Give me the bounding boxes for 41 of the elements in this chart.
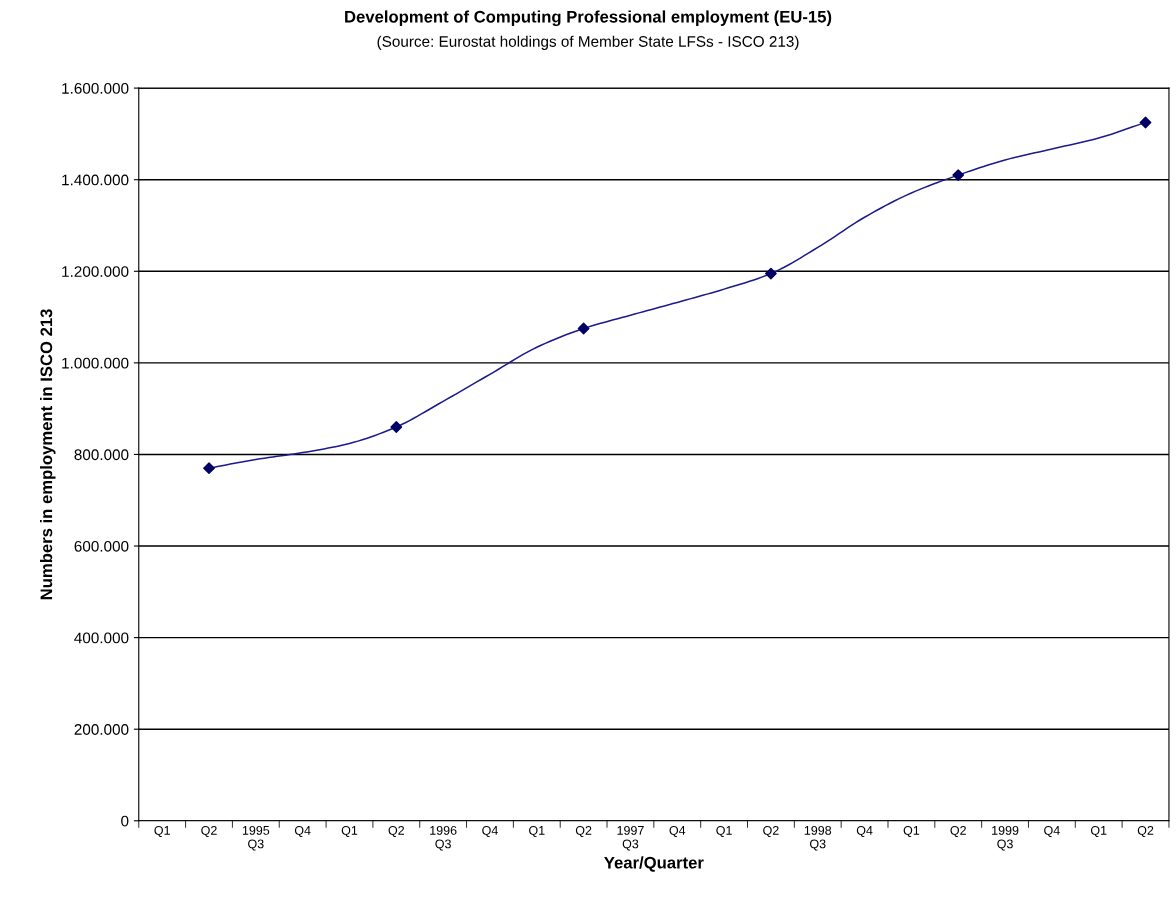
x-tick-label: Q2 — [388, 825, 405, 838]
x-tick-label: Q1 — [341, 825, 358, 838]
x-tick-label: Q1 — [716, 825, 732, 838]
y-tick-label: 1.600.000 — [62, 82, 129, 94]
y-tick-label: 200.000 — [74, 724, 129, 735]
x-tick-label: 1996 Q3 — [430, 825, 457, 851]
x-tick-label: Q4 — [669, 825, 686, 838]
x-tick-label: 1997 Q3 — [617, 825, 644, 851]
x-tick-label: Q4 — [294, 825, 311, 838]
x-tick-label: Q1 — [529, 825, 545, 838]
y-tick-label: 600.000 — [74, 540, 129, 552]
x-tick-label: Q2 — [201, 825, 217, 838]
x-tick-label: Q1 — [154, 825, 170, 838]
x-tick-label: 1998 Q3 — [804, 825, 832, 851]
point — [577, 322, 590, 335]
point — [390, 421, 403, 433]
chart-subtitle: (Source: Eurostat holdings of Member State LFSs - ISCO 213) — [377, 35, 799, 50]
x-tick-label: Q1 — [903, 825, 920, 838]
x-tick-label: Q2 — [763, 825, 779, 838]
chart-title: Development of Computing Professional employment (EU-15) — [345, 10, 832, 27]
x-tick-label: 1999 Q3 — [992, 825, 1019, 851]
y-tick-label: 400.000 — [74, 632, 129, 644]
x-tick-label: Q4 — [856, 825, 873, 838]
x-tick-label: Q1 — [1090, 825, 1107, 838]
x-tick-label: Q2 — [575, 825, 592, 838]
y-tick-label: 1.400.000 — [62, 174, 129, 186]
y-axis-title: Numbers in employment in ISCO 213 — [39, 309, 56, 600]
point — [765, 267, 777, 280]
point — [952, 169, 965, 182]
point — [203, 462, 215, 475]
x-tick-label: Q2 — [1137, 825, 1154, 838]
y-tick-label: 1.200.000 — [62, 266, 129, 277]
y-tick-label: 800.000 — [74, 449, 129, 461]
x-tick-label: 1995 Q3 — [242, 825, 270, 851]
point — [1139, 116, 1152, 129]
y-tick-label: 1.000.000 — [62, 357, 129, 369]
x-tick-label: Q4 — [482, 825, 498, 838]
x-axis-title: Year/Quarter — [604, 856, 704, 872]
x-tick-label: Q2 — [950, 825, 966, 838]
x-tick-label: Q4 — [1044, 825, 1060, 838]
y-tick-label: 0 — [121, 815, 129, 827]
